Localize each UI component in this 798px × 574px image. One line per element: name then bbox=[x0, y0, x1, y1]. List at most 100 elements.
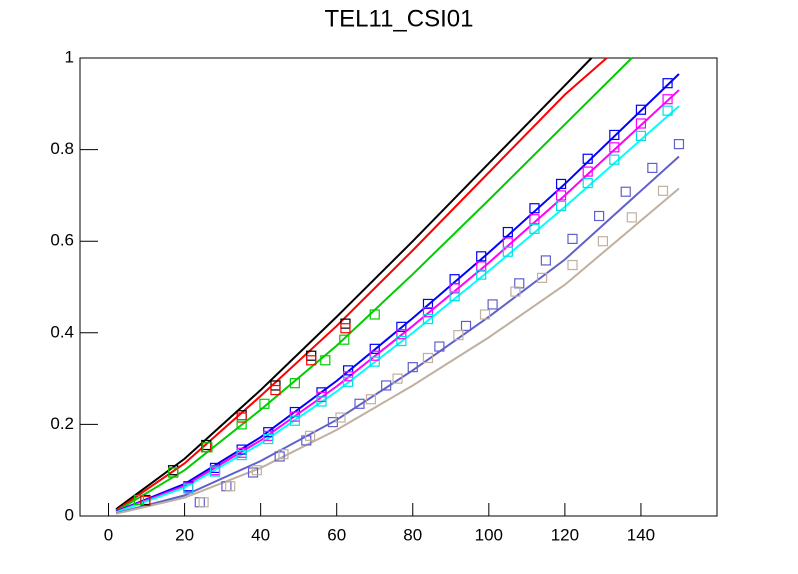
data-marker bbox=[354, 398, 365, 409]
x-tick-label: 80 bbox=[403, 525, 422, 544]
data-marker bbox=[381, 380, 392, 391]
data-marker bbox=[422, 352, 434, 364]
data-marker bbox=[635, 104, 647, 115]
data-marker bbox=[236, 412, 247, 423]
data-marker bbox=[289, 378, 300, 389]
chart-title: TEL11_CSI01 bbox=[325, 5, 474, 32]
data-marker bbox=[133, 494, 145, 506]
data-marker bbox=[194, 497, 205, 508]
data-marker bbox=[529, 214, 540, 225]
data-marker bbox=[209, 466, 221, 477]
data-marker bbox=[183, 483, 194, 494]
y-tick-label: 0.6 bbox=[50, 231, 74, 250]
data-marker bbox=[434, 341, 445, 352]
data-marker bbox=[270, 384, 281, 396]
data-marker bbox=[407, 362, 418, 373]
data-marker bbox=[609, 142, 620, 153]
data-marker bbox=[396, 321, 407, 332]
data-marker bbox=[365, 394, 377, 405]
data-marker bbox=[555, 178, 567, 190]
data-marker bbox=[476, 269, 487, 280]
fit-line bbox=[115, 187, 680, 515]
data-marker bbox=[198, 497, 209, 508]
data-marker bbox=[510, 286, 521, 297]
fit-line bbox=[115, 105, 680, 514]
y-tick-label: 0.8 bbox=[50, 139, 74, 158]
y-tick-label: 0.2 bbox=[50, 414, 74, 433]
data-marker bbox=[340, 323, 351, 334]
data-marker bbox=[369, 309, 380, 320]
data-marker bbox=[502, 246, 513, 257]
fit-line bbox=[115, 57, 633, 513]
data-marker bbox=[567, 259, 578, 271]
data-marker bbox=[343, 365, 354, 376]
data-marker bbox=[320, 355, 331, 366]
data-marker bbox=[422, 307, 434, 318]
x-tick-label: 40 bbox=[251, 525, 270, 544]
data-marker bbox=[274, 451, 285, 462]
data-marker bbox=[335, 412, 346, 423]
plot-frame bbox=[79, 57, 718, 517]
fit-line bbox=[115, 89, 680, 513]
fit-line bbox=[115, 73, 680, 513]
data-marker bbox=[662, 105, 673, 116]
data-marker bbox=[225, 481, 236, 492]
data-marker bbox=[202, 442, 213, 453]
x-tick-label: 60 bbox=[327, 525, 346, 544]
data-marker bbox=[662, 78, 673, 89]
y-tick-label: 0 bbox=[65, 505, 74, 524]
fit-line bbox=[115, 57, 593, 510]
data-marker bbox=[647, 162, 658, 174]
fit-line bbox=[115, 155, 680, 515]
data-marker bbox=[582, 177, 593, 189]
data-marker bbox=[620, 186, 631, 197]
data-marker bbox=[555, 190, 567, 201]
x-tick-label: 140 bbox=[627, 525, 655, 544]
data-marker bbox=[422, 313, 434, 325]
data-marker bbox=[626, 212, 637, 223]
data-marker bbox=[140, 495, 151, 506]
data-marker bbox=[609, 154, 620, 165]
data-marker bbox=[304, 430, 316, 441]
y-tick-label: 1 bbox=[65, 47, 74, 66]
data-marker bbox=[422, 298, 434, 310]
data-marker bbox=[236, 449, 247, 461]
data-marker bbox=[460, 320, 472, 332]
data-marker bbox=[236, 419, 247, 430]
data-marker bbox=[529, 203, 540, 214]
data-marker bbox=[316, 396, 327, 407]
data-marker bbox=[673, 139, 685, 150]
data-marker bbox=[343, 376, 354, 387]
data-marker bbox=[662, 94, 673, 105]
data-marker bbox=[259, 398, 270, 409]
data-marker bbox=[536, 272, 548, 283]
data-marker bbox=[263, 433, 274, 445]
data-marker bbox=[609, 129, 620, 141]
x-tick-label: 0 bbox=[104, 525, 113, 544]
data-marker bbox=[278, 449, 289, 460]
data-marker bbox=[635, 118, 647, 129]
data-marker bbox=[657, 185, 669, 196]
data-marker bbox=[339, 334, 350, 345]
data-marker bbox=[582, 166, 593, 177]
data-marker bbox=[449, 283, 460, 294]
data-marker bbox=[529, 223, 540, 234]
data-marker bbox=[251, 465, 262, 476]
x-tick-label: 120 bbox=[551, 525, 579, 544]
data-marker bbox=[453, 329, 464, 341]
data-marker bbox=[396, 335, 407, 347]
data-marker bbox=[343, 371, 354, 382]
x-tick-label: 20 bbox=[175, 525, 194, 544]
data-marker bbox=[369, 350, 380, 361]
data-marker bbox=[476, 261, 487, 272]
data-marker bbox=[582, 153, 593, 164]
data-marker bbox=[635, 130, 647, 141]
data-marker bbox=[392, 373, 403, 384]
fit-line bbox=[115, 57, 608, 512]
data-marker bbox=[476, 251, 487, 262]
data-marker bbox=[168, 467, 179, 478]
data-marker bbox=[502, 226, 513, 238]
data-marker bbox=[555, 200, 567, 212]
